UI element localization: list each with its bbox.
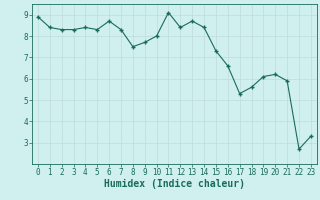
X-axis label: Humidex (Indice chaleur): Humidex (Indice chaleur)	[104, 179, 245, 189]
